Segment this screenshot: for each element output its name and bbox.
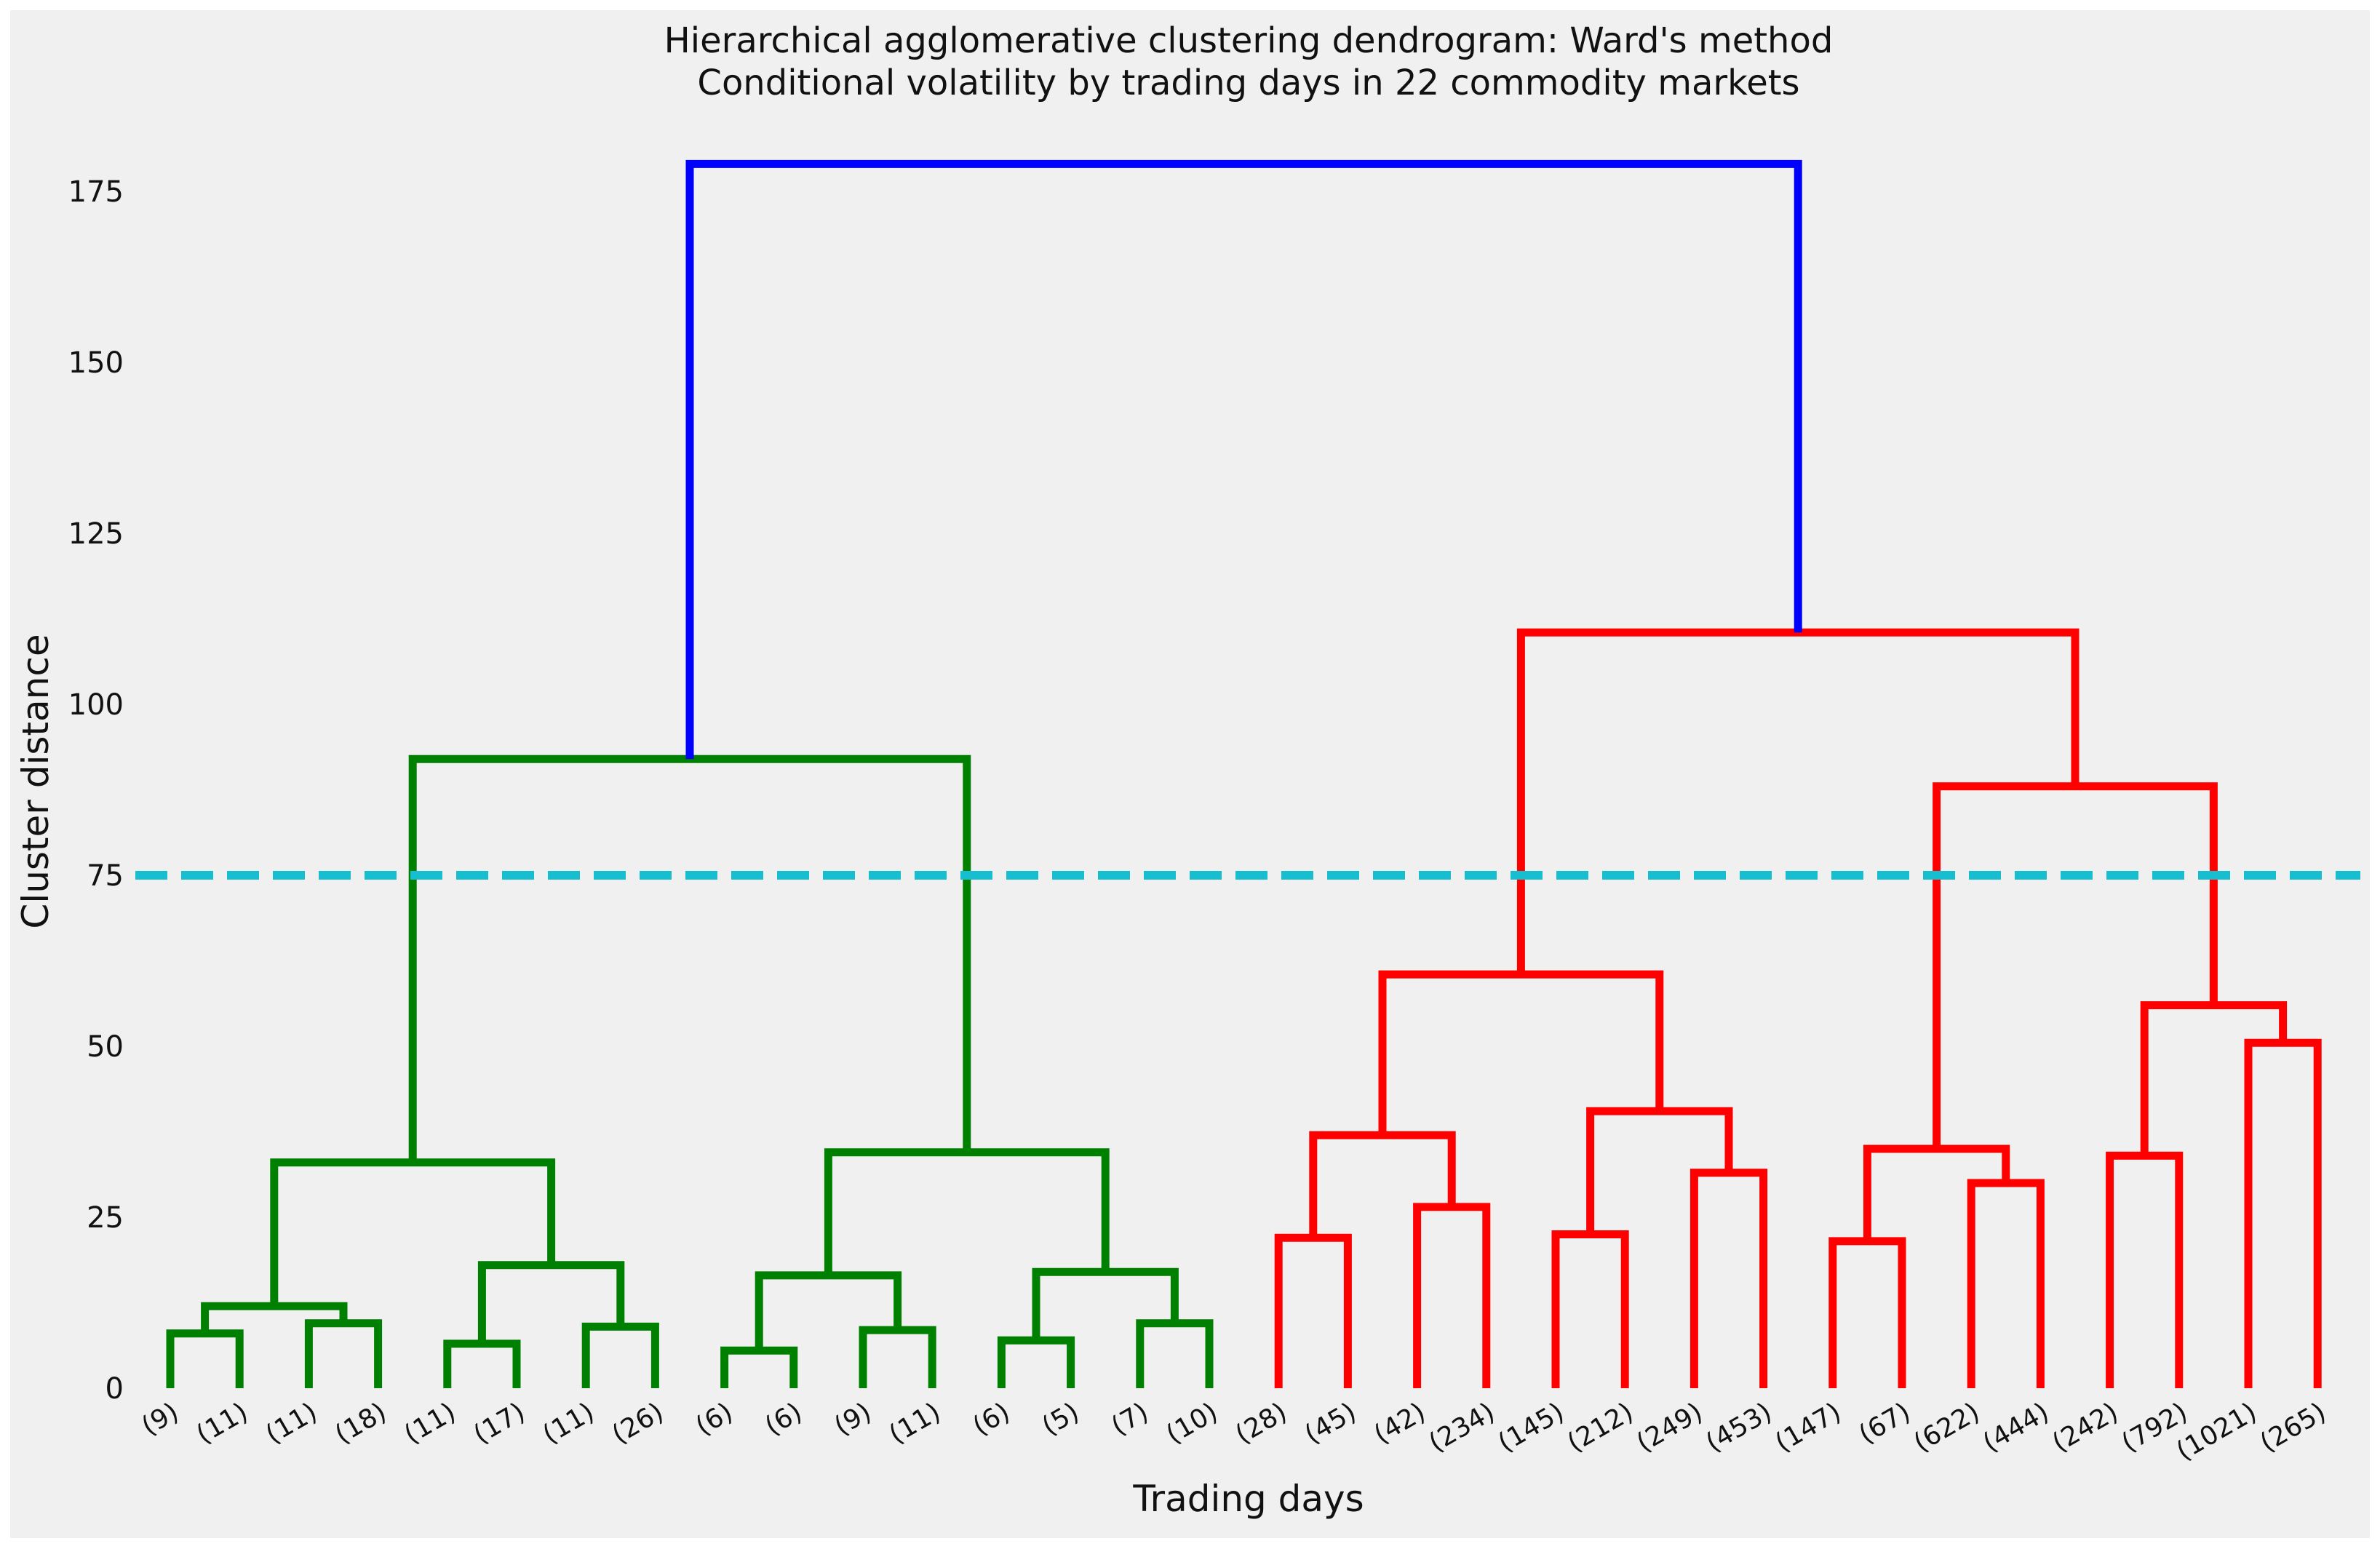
y-tick-label: 50	[87, 1030, 124, 1064]
leaf-label: (242)	[2047, 1397, 2123, 1458]
dendrogram-link-60	[408, 754, 971, 1163]
leaf-label: (5)	[1037, 1397, 1084, 1441]
leaf-label: (10)	[1161, 1397, 1223, 1449]
dendrogram-link-45	[1967, 1179, 2045, 1388]
dendrogram-link-34	[443, 1339, 521, 1388]
leaf-label: (234)	[1424, 1397, 1500, 1458]
leaf-label: (18)	[330, 1397, 392, 1449]
chart-subtitle: Conditional volatility by trading days i…	[697, 63, 1799, 103]
leaf-label: (11)	[399, 1397, 461, 1449]
dendrogram-link-35	[581, 1322, 659, 1388]
y-tick-label: 175	[68, 175, 124, 209]
dendrogram-link-61	[1516, 628, 2079, 975]
y-axis-title: Cluster distance	[15, 634, 57, 928]
leaf-label: (1021)	[2171, 1397, 2261, 1466]
leaf-label: (212)	[1562, 1397, 1638, 1458]
leaf-label: (67)	[1854, 1397, 1916, 1449]
y-tick-label: 25	[87, 1201, 124, 1235]
leaf-label: (265)	[2255, 1397, 2331, 1458]
dendrogram-link-33	[304, 1319, 383, 1388]
chart-title: Hierarchical agglomerative clustering de…	[664, 20, 1834, 61]
dendrogram-link-41	[1413, 1203, 1491, 1388]
leaf-label: (6)	[760, 1397, 808, 1441]
dendrogram-link-55	[2140, 1001, 2288, 1156]
dendrogram-link-37	[859, 1326, 936, 1388]
y-tick-label: 100	[68, 688, 124, 722]
y-tick-label: 0	[106, 1372, 124, 1406]
leaf-label: (6)	[690, 1397, 738, 1441]
dendrogram-link-39	[1136, 1319, 1214, 1388]
leaf-label: (145)	[1493, 1397, 1569, 1458]
leaf-label: (11)	[884, 1397, 946, 1449]
leaf-label: (17)	[469, 1397, 530, 1449]
dendrogram-link-57	[824, 1148, 1110, 1275]
dendrogram-link-43	[1690, 1168, 1768, 1388]
figure-background: Hierarchical agglomerative clustering de…	[10, 10, 2370, 1538]
leaf-label: (9)	[137, 1397, 184, 1441]
y-tick-label: 75	[87, 859, 124, 893]
dendrogram-link-46	[2106, 1151, 2184, 1388]
leaf-label: (622)	[1909, 1397, 1984, 1458]
leaf-label: (249)	[1632, 1397, 1708, 1458]
leaf-label: (42)	[1369, 1397, 1431, 1449]
leaf-label: (7)	[1107, 1397, 1154, 1441]
dendrogram-chart: Hierarchical agglomerative clustering de…	[15, 20, 2360, 1520]
leaf-label: (11)	[191, 1397, 253, 1449]
dendrogram-link-51	[1032, 1267, 1179, 1341]
leaf-label: (26)	[607, 1397, 669, 1449]
leaf-label: (453)	[1701, 1397, 1777, 1458]
dendrogram-link-50	[755, 1271, 902, 1351]
x-axis-leaf-labels: (9) (11) (11) (18) (11) (17) (11) (26) (6) (6) (9)…	[137, 1397, 2331, 1466]
dendrogram-link-52	[1309, 1131, 1456, 1238]
leaf-label: (147)	[1770, 1397, 1846, 1458]
dendrogram-link-62	[685, 159, 1802, 760]
dendrogram-link-56	[270, 1158, 556, 1307]
dendrogram-link-59	[1933, 782, 2218, 1149]
y-tick-label: 125	[68, 517, 124, 551]
leaf-label: (11)	[260, 1397, 322, 1449]
leaf-label: (6)	[968, 1397, 1015, 1441]
dendrogram-link-47	[2244, 1038, 2322, 1388]
leaf-label: (45)	[1300, 1397, 1361, 1449]
x-axis-title: Trading days	[1132, 1478, 1364, 1520]
dendrogram-link-32	[166, 1329, 244, 1388]
dendrogram-link-38	[997, 1336, 1075, 1388]
dendrogram-links	[166, 159, 2322, 1388]
leaf-label: (28)	[1230, 1397, 1292, 1449]
dendrogram-link-49	[477, 1261, 625, 1344]
dendrogram-link-42	[1551, 1230, 1629, 1388]
leaf-label: (11)	[538, 1397, 600, 1449]
dendrogram-link-44	[1828, 1237, 1906, 1388]
y-axis-ticks: 0 25 50 75 100 125 150 175	[68, 175, 124, 1406]
dendrogram-link-36	[720, 1346, 798, 1388]
leaf-label: (9)	[829, 1397, 877, 1441]
dendrogram-link-54	[1863, 1144, 2010, 1241]
y-tick-label: 150	[68, 346, 124, 380]
dendrogram-link-40	[1274, 1233, 1352, 1388]
leaf-label: (444)	[1978, 1397, 2054, 1458]
